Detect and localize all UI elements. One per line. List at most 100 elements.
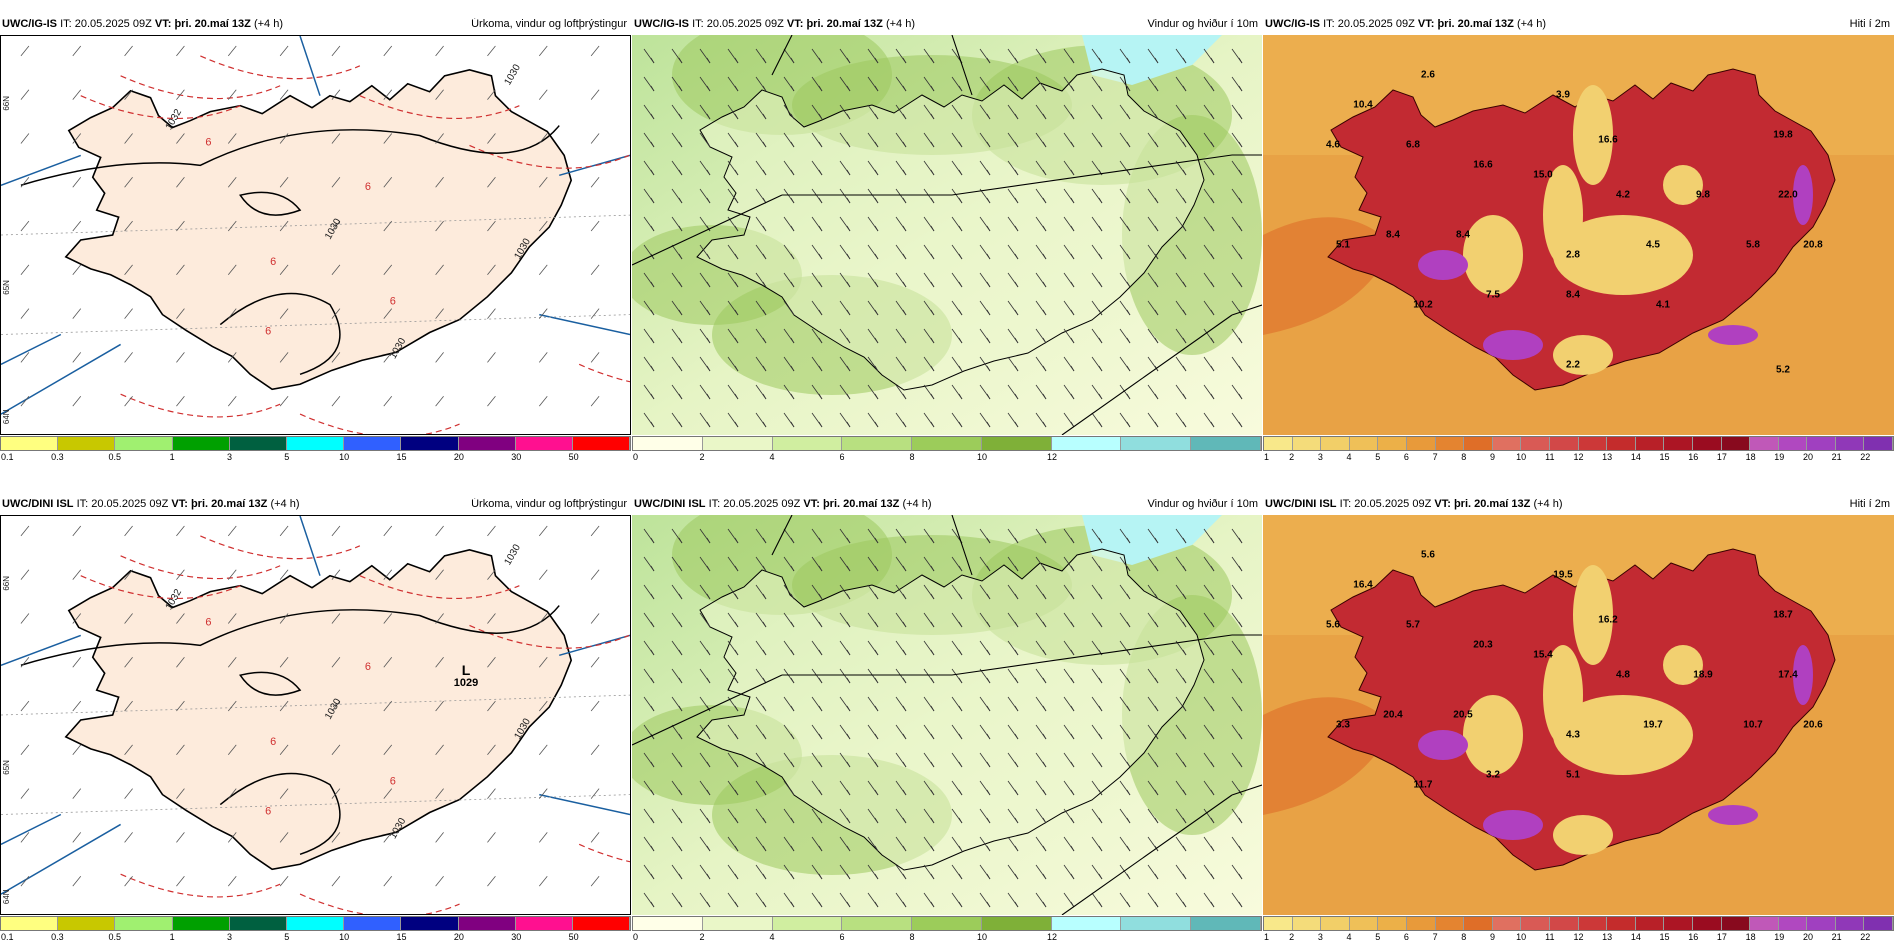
wind-arrow-head <box>790 281 795 288</box>
wind-map[interactable] <box>632 515 1262 915</box>
wind-barb <box>176 788 185 799</box>
wind-arrow-head <box>986 649 991 656</box>
wind-arrow-head <box>986 281 991 288</box>
wind-arrow-head <box>1014 817 1019 824</box>
colorbar-tick-label: 16 <box>1688 452 1699 462</box>
cool-highland-area <box>1553 335 1613 375</box>
wind-arrow-head <box>1042 845 1047 852</box>
wind-barb <box>435 45 444 57</box>
region-boundary <box>771 35 793 76</box>
wind-arrow-head <box>1098 845 1103 852</box>
wind-barb <box>590 264 600 276</box>
wind-arrow-head <box>1042 593 1047 600</box>
wind-arrow-head <box>930 225 935 232</box>
very-warm-area <box>1418 730 1468 760</box>
wind-arrow-head <box>1070 649 1075 656</box>
temperature-value: 4.8 <box>1616 669 1630 681</box>
temp-colorbar-ticks: 1 2 3 4 5 6 7 8 9 10 11 12 13 14 15 16 17 18 19 20 21 22 <box>1263 932 1894 944</box>
wind-barb <box>487 569 496 580</box>
wind-arrow-head <box>818 817 823 824</box>
precip-contour <box>200 55 361 80</box>
wind-arrow-head <box>734 141 739 148</box>
wind-arrow-head <box>818 337 823 344</box>
valid-time: þri. 20.maí 13Z <box>174 18 251 30</box>
colorbar-swatch <box>1349 437 1379 450</box>
wind-arrow-head <box>1126 365 1131 372</box>
precip-panel: UWC/DINI ISL IT: 20.05.2025 09Z VT: þri.… <box>0 495 631 950</box>
wind-arrow-head <box>902 225 907 232</box>
wind-arrow-head <box>1098 705 1103 712</box>
wind-arrow-head <box>678 225 683 232</box>
wind-arrow-head <box>1070 873 1075 880</box>
wind-arrow-head <box>986 733 991 740</box>
wind-arrow-head <box>958 873 963 880</box>
colorbar-tick-label: 30 <box>511 452 522 462</box>
boundary-line <box>1 333 62 366</box>
wind-barb <box>538 395 548 407</box>
wind-arrow-head <box>1014 309 1019 316</box>
wind-arrow-head <box>1070 593 1075 600</box>
wind-barb <box>72 875 82 887</box>
temp-map[interactable]: 2.6 10.4 3.9 4.6 6.8 16.6 15.0 16.6 19.8 4.2 9.8 22… <box>1263 35 1894 435</box>
wind-arrow-head <box>1126 225 1131 232</box>
wind-arrow-head <box>678 761 683 768</box>
wind-arrow-head <box>846 337 851 344</box>
latitude-label: 66N <box>2 96 11 111</box>
wind-arrow-head <box>790 565 795 572</box>
temperature-value: 16.6 <box>1598 134 1618 146</box>
wind-arrow-head <box>1014 705 1019 712</box>
wind-barb <box>176 525 185 537</box>
colorbar-swatch <box>172 917 230 930</box>
wind-barb <box>124 89 133 100</box>
wind-barb <box>538 613 548 624</box>
wind-barb <box>538 352 548 363</box>
wind-barb <box>590 395 600 407</box>
wind-arrow-head <box>1014 337 1019 344</box>
wind-arrow-head <box>734 57 739 64</box>
wind-arrow-head <box>874 649 879 656</box>
wind-arrow-head <box>930 537 935 544</box>
wind-arrow-head <box>1210 649 1215 656</box>
temperature-value: 15.4 <box>1533 649 1553 661</box>
colorbar-tick-label: 12 <box>1573 452 1584 462</box>
wind-arrow-head <box>1210 733 1215 740</box>
wind-arrow-head <box>874 337 879 344</box>
wind-arrow-head <box>958 253 963 260</box>
wind-arrow-head <box>734 677 739 684</box>
temp-map[interactable]: 5.6 16.4 19.5 5.6 5.7 20.3 15.4 16.2 18.7 4.8 18.9… <box>1263 515 1894 915</box>
colorbar-swatch <box>1 437 59 450</box>
wind-arrow-head <box>986 365 991 372</box>
precip-map[interactable]: 1030 1030 1032 1030 1030 6 6 6 6 6 66N 65N 64N <box>0 35 631 435</box>
wind-arrow-head <box>958 845 963 852</box>
contour-value-label: 6 <box>205 136 211 148</box>
colorbar-tick-label: 8 <box>909 932 915 942</box>
wind-arrow-head <box>1042 309 1047 316</box>
wind-arrow-head <box>1210 677 1215 684</box>
wind-arrow-head <box>734 197 739 204</box>
wind-arrow-head <box>902 197 907 204</box>
wind-arrow-head <box>874 57 879 64</box>
precip-contour <box>120 555 281 580</box>
wind-barb <box>227 788 237 799</box>
low-pressure-center: L 1029 <box>454 663 478 689</box>
temp-panel: UWC/IG-IS IT: 20.05.2025 09Z VT: þri. 20… <box>1263 15 1894 470</box>
wind-arrow-head <box>874 789 879 796</box>
colorbar-tick-label: 3 <box>1317 452 1323 462</box>
wind-map[interactable] <box>632 35 1262 435</box>
wind-arrow-head <box>902 845 907 852</box>
wind-arrow-head <box>902 309 907 316</box>
init-time: 20.05.2025 09Z <box>723 498 801 510</box>
wind-barb <box>227 525 237 537</box>
wind-arrow-head <box>1070 677 1075 684</box>
wind-barb <box>124 613 133 624</box>
region-boundary <box>1061 794 1233 915</box>
wind-panel: UWC/IG-IS IT: 20.05.2025 09Z VT: þri. 20… <box>632 15 1262 470</box>
wind-arrow-head <box>678 705 683 712</box>
precip-map[interactable]: 1030 1030 1032 1030 1030 6 6 6 6 6 66N 65N 64N L 102… <box>0 515 631 915</box>
wind-arrow-head <box>818 281 823 288</box>
wind-barb <box>20 744 30 756</box>
wind-arrow-head <box>1042 705 1047 712</box>
wind-barb <box>487 744 496 756</box>
colorbar-swatch <box>1635 917 1665 930</box>
colorbar-swatch <box>344 917 402 930</box>
